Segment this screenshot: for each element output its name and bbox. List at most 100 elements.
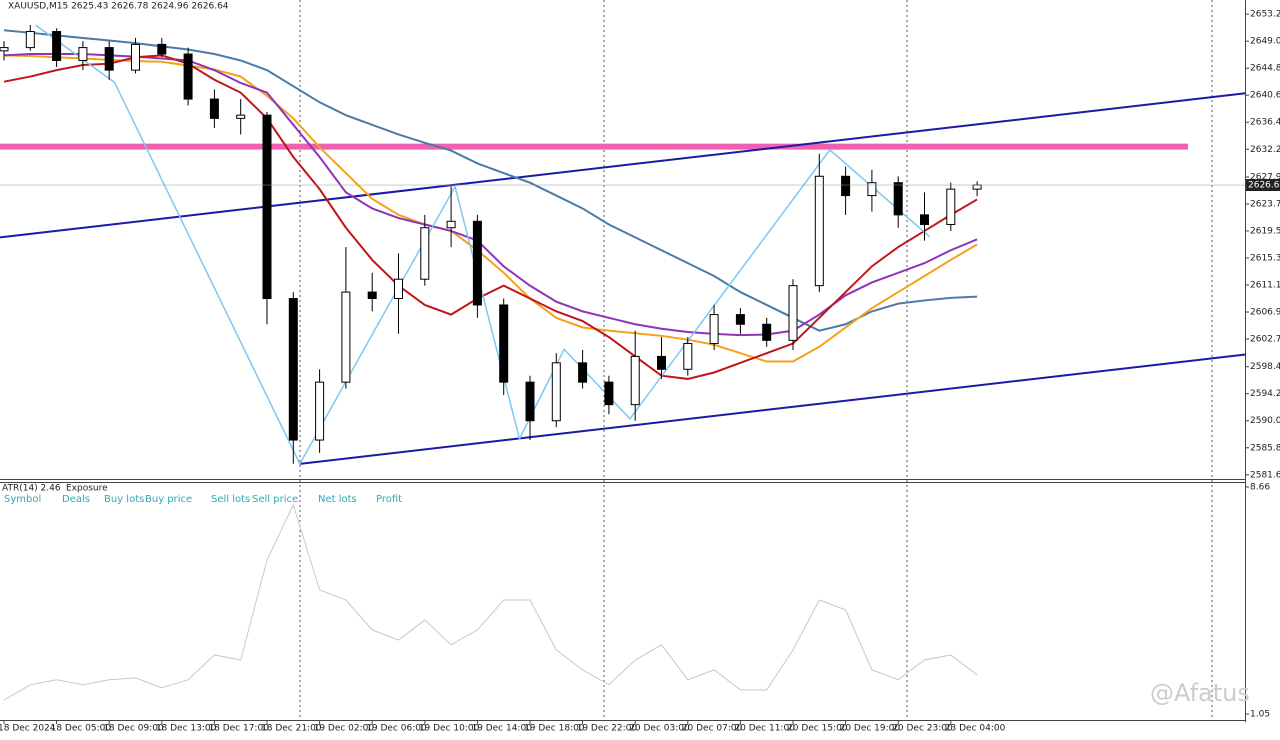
candle-body (0, 47, 9, 52)
candle-body (604, 381, 614, 406)
candle-body (551, 362, 561, 422)
y-tick-label: 2581.60 (1250, 470, 1280, 480)
y-tick-label: 2590.00 (1250, 416, 1280, 426)
x-tick-label: 18 Dec 09:00 (103, 724, 164, 734)
column-header: Buy lots (104, 494, 144, 505)
indicator-subtitle: Exposure (66, 484, 108, 494)
candle-body (525, 381, 535, 422)
y-tick-label: 2644.80 (1250, 64, 1280, 74)
trend-line (299, 353, 1246, 465)
column-header: Sell lots (211, 494, 250, 505)
x-tick-label: 19 Dec 22:00 (577, 724, 638, 734)
atr-line (3, 503, 978, 701)
x-tick-label: 18 Dec 21:00 (261, 724, 322, 734)
trend-line (0, 92, 1246, 239)
y-tick-label: 1.05 (1250, 710, 1270, 720)
chart-title: XAUUSD,M15 2625.43 2626.78 2624.96 2626.… (8, 2, 229, 12)
y-tick-label: 2619.50 (1250, 226, 1280, 236)
x-tick-label: 23 Dec 04:00 (945, 724, 1006, 734)
candle-body (920, 214, 929, 226)
x-tick-label: 20 Dec 23:00 (892, 724, 953, 734)
y-tick-label: 8.66 (1250, 482, 1270, 492)
zigzag (35, 24, 931, 466)
candle-body (867, 182, 877, 197)
plot: 2653.20 2649.00 2644.80 2640.60 2636.40 2632.… (0, 10, 1280, 734)
x-tick-label: 18 Dec 17:00 (208, 724, 269, 734)
last-price-box (1246, 179, 1280, 192)
candle-body (735, 314, 745, 325)
y-tick-label: 2615.30 (1250, 253, 1280, 263)
candle-body (288, 298, 298, 441)
y-tick-label: 2640.60 (1250, 91, 1280, 101)
candle-body (578, 362, 588, 383)
candle-body (814, 175, 824, 287)
column-header: Deals (62, 494, 90, 505)
x-tick-label: 20 Dec 15:00 (787, 724, 848, 734)
candle-body (762, 323, 772, 341)
candle-body (420, 227, 430, 280)
candle-body (367, 291, 377, 300)
candle-body (709, 314, 719, 345)
candle-body (841, 175, 851, 197)
x-tick-label: 20 Dec 11:00 (734, 724, 795, 734)
candle-body (315, 381, 325, 441)
y-tick-label: 2653.20 (1250, 10, 1280, 20)
y-tick-label: 2627.90 (1250, 172, 1280, 182)
candle-body (972, 184, 982, 190)
candle-body (104, 47, 114, 71)
y-tick-label: 2611.10 (1250, 280, 1280, 290)
column-header: Buy price (145, 494, 192, 505)
y-tick-label: 2623.70 (1250, 199, 1280, 209)
y-tick-label: 2636.40 (1250, 118, 1280, 128)
x-tick-label: 18 Dec 05:00 (51, 724, 112, 734)
y-tick-label: 2594.20 (1250, 389, 1280, 399)
period-separators (299, 0, 1213, 720)
moving-average (3, 53, 978, 337)
candle-body (472, 220, 482, 306)
candle-body (946, 188, 956, 226)
candle-body (683, 343, 693, 370)
x-tick-label: 18 Dec 13:00 (156, 724, 217, 734)
x-tick-label: 20 Dec 03:00 (629, 724, 690, 734)
candle-body (499, 304, 509, 383)
candle-body (209, 98, 219, 119)
candle-body (657, 355, 666, 370)
candle-body (52, 31, 62, 61)
y-tick-label: 2632.20 (1250, 145, 1280, 155)
candle-body (25, 31, 35, 49)
y-tick-label: 2649.00 (1250, 37, 1280, 47)
column-header: Symbol (4, 494, 41, 505)
y-tick-label: 2585.80 (1250, 443, 1280, 453)
x-tick-label: 20 Dec 19:00 (840, 724, 901, 734)
x-tick-label: 20 Dec 07:00 (682, 724, 743, 734)
column-header: Net lots (318, 494, 357, 505)
candle-body (157, 43, 167, 55)
moving-average (3, 54, 978, 363)
candle-body (630, 355, 640, 406)
indicator-title: ATR(14) 2.46 (2, 484, 61, 494)
y-tick-label: 2606.90 (1250, 308, 1280, 318)
column-header: Sell price (252, 494, 298, 505)
x-tick-label: 18 Dec 2024 (0, 724, 56, 734)
x-tick-label: 19 Dec 10:00 (419, 724, 480, 734)
watermark: @Afatus (1150, 679, 1250, 707)
candle-body (446, 220, 456, 229)
x-tick-label: 19 Dec 02:00 (314, 724, 375, 734)
candle-body (893, 182, 903, 216)
candle-body (341, 291, 351, 383)
last-price-label: 2626.64 (1248, 181, 1280, 191)
x-tick-label: 19 Dec 06:00 (366, 724, 427, 734)
moving-average (3, 54, 978, 380)
column-header: Profit (376, 494, 402, 505)
candle-body (78, 47, 88, 61)
candle-body (131, 43, 140, 71)
candle-body (262, 114, 272, 300)
y-tick-label: 2598.40 (1250, 362, 1280, 372)
x-tick-label: 19 Dec 18:00 (524, 724, 585, 734)
candle-body (394, 278, 403, 300)
candle-body (183, 53, 193, 100)
candle-body (788, 285, 798, 341)
